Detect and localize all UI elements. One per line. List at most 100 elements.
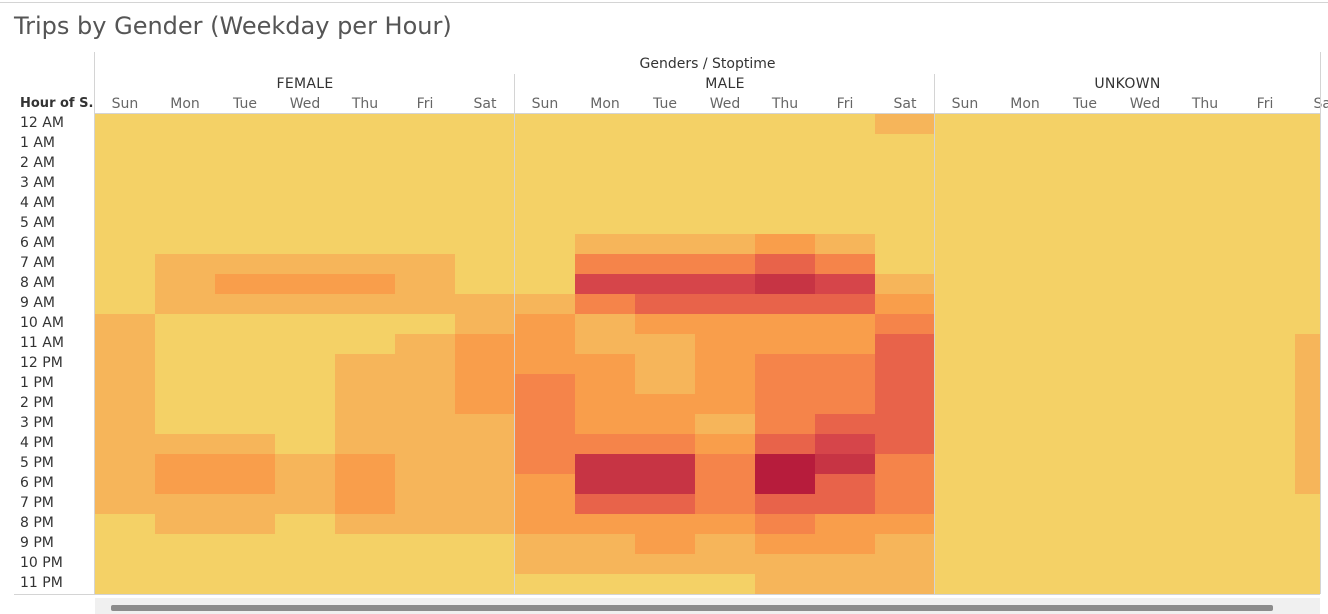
heat-cell[interactable] bbox=[215, 174, 275, 194]
heat-cell[interactable] bbox=[995, 154, 1055, 174]
heat-cell[interactable] bbox=[695, 214, 755, 234]
heat-cell[interactable] bbox=[1295, 114, 1320, 134]
heat-cell[interactable] bbox=[335, 294, 395, 314]
heat-cell[interactable] bbox=[95, 294, 155, 314]
heat-cell[interactable] bbox=[875, 154, 935, 174]
heat-cell[interactable] bbox=[815, 174, 875, 194]
heat-cell[interactable] bbox=[995, 554, 1055, 574]
heat-cell[interactable] bbox=[1115, 394, 1175, 414]
heat-cell[interactable] bbox=[335, 414, 395, 434]
heat-cell[interactable] bbox=[995, 274, 1055, 294]
heat-cell[interactable] bbox=[95, 154, 155, 174]
heat-cell[interactable] bbox=[155, 514, 215, 534]
heat-cell[interactable] bbox=[575, 454, 635, 474]
heat-cell[interactable] bbox=[455, 394, 515, 414]
heat-cell[interactable] bbox=[1115, 154, 1175, 174]
heat-cell[interactable] bbox=[1055, 494, 1115, 514]
heat-cell[interactable] bbox=[1235, 514, 1295, 534]
heat-cell[interactable] bbox=[935, 194, 995, 214]
heat-cell[interactable] bbox=[1235, 314, 1295, 334]
heat-cell[interactable] bbox=[215, 234, 275, 254]
heat-cell[interactable] bbox=[1115, 214, 1175, 234]
heat-cell[interactable] bbox=[215, 334, 275, 354]
heat-cell[interactable] bbox=[155, 174, 215, 194]
heat-cell[interactable] bbox=[635, 434, 695, 454]
heat-cell[interactable] bbox=[875, 494, 935, 514]
heat-cell[interactable] bbox=[1235, 194, 1295, 214]
heat-cell[interactable] bbox=[515, 474, 575, 494]
heat-cell[interactable] bbox=[995, 254, 1055, 274]
heat-cell[interactable] bbox=[575, 174, 635, 194]
heat-cell[interactable] bbox=[1295, 474, 1320, 494]
heat-cell[interactable] bbox=[995, 574, 1055, 594]
heat-cell[interactable] bbox=[455, 434, 515, 454]
heat-cell[interactable] bbox=[455, 574, 515, 594]
heat-cell[interactable] bbox=[1175, 454, 1235, 474]
heat-cell[interactable] bbox=[635, 134, 695, 154]
heat-cell[interactable] bbox=[455, 454, 515, 474]
heat-cell[interactable] bbox=[575, 154, 635, 174]
heat-cell[interactable] bbox=[1235, 494, 1295, 514]
heat-cell[interactable] bbox=[575, 554, 635, 574]
heat-cell[interactable] bbox=[1055, 294, 1115, 314]
heat-cell[interactable] bbox=[1115, 554, 1175, 574]
heat-cell[interactable] bbox=[275, 274, 335, 294]
heat-cell[interactable] bbox=[1115, 314, 1175, 334]
heat-cell[interactable] bbox=[815, 414, 875, 434]
heat-cell[interactable] bbox=[875, 394, 935, 414]
heat-cell[interactable] bbox=[1115, 514, 1175, 534]
heat-cell[interactable] bbox=[755, 114, 815, 134]
heat-cell[interactable] bbox=[275, 434, 335, 454]
heat-cell[interactable] bbox=[515, 314, 575, 334]
heat-cell[interactable] bbox=[215, 434, 275, 454]
heat-cell[interactable] bbox=[335, 354, 395, 374]
heat-cell[interactable] bbox=[1235, 414, 1295, 434]
heat-cell[interactable] bbox=[935, 374, 995, 394]
heat-cell[interactable] bbox=[455, 414, 515, 434]
heat-cell[interactable] bbox=[1295, 494, 1320, 514]
heat-cell[interactable] bbox=[995, 534, 1055, 554]
heat-cell[interactable] bbox=[335, 134, 395, 154]
heat-cell[interactable] bbox=[455, 514, 515, 534]
heat-cell[interactable] bbox=[1115, 254, 1175, 274]
heat-cell[interactable] bbox=[935, 214, 995, 234]
heat-cell[interactable] bbox=[1115, 334, 1175, 354]
heat-cell[interactable] bbox=[995, 494, 1055, 514]
heat-cell[interactable] bbox=[815, 454, 875, 474]
heat-cell[interactable] bbox=[635, 334, 695, 354]
heat-cell[interactable] bbox=[815, 514, 875, 534]
heat-cell[interactable] bbox=[395, 414, 455, 434]
heat-cell[interactable] bbox=[695, 154, 755, 174]
heat-cell[interactable] bbox=[95, 234, 155, 254]
heat-cell[interactable] bbox=[95, 194, 155, 214]
heat-cell[interactable] bbox=[995, 474, 1055, 494]
heat-cell[interactable] bbox=[155, 534, 215, 554]
heat-cell[interactable] bbox=[275, 194, 335, 214]
heat-cell[interactable] bbox=[95, 574, 155, 594]
heat-cell[interactable] bbox=[455, 374, 515, 394]
heat-cell[interactable] bbox=[395, 294, 455, 314]
heat-cell[interactable] bbox=[515, 414, 575, 434]
heat-cell[interactable] bbox=[1175, 194, 1235, 214]
heat-cell[interactable] bbox=[1055, 274, 1115, 294]
heat-cell[interactable] bbox=[635, 514, 695, 534]
heat-cell[interactable] bbox=[635, 354, 695, 374]
heat-cell[interactable] bbox=[635, 314, 695, 334]
heat-cell[interactable] bbox=[695, 174, 755, 194]
heat-cell[interactable] bbox=[335, 514, 395, 534]
heat-cell[interactable] bbox=[755, 214, 815, 234]
heat-cell[interactable] bbox=[815, 534, 875, 554]
heat-cell[interactable] bbox=[635, 174, 695, 194]
heat-cell[interactable] bbox=[455, 534, 515, 554]
heat-cell[interactable] bbox=[875, 554, 935, 574]
heat-cell[interactable] bbox=[875, 134, 935, 154]
heat-cell[interactable] bbox=[575, 434, 635, 454]
row-axis-title[interactable]: Hour of S.. bbox=[20, 96, 94, 111]
heat-cell[interactable] bbox=[635, 234, 695, 254]
heat-cell[interactable] bbox=[215, 554, 275, 574]
heat-cell[interactable] bbox=[1295, 534, 1320, 554]
heat-cell[interactable] bbox=[95, 254, 155, 274]
heat-cell[interactable] bbox=[455, 154, 515, 174]
heat-cell[interactable] bbox=[755, 354, 815, 374]
heat-cell[interactable] bbox=[1295, 434, 1320, 454]
